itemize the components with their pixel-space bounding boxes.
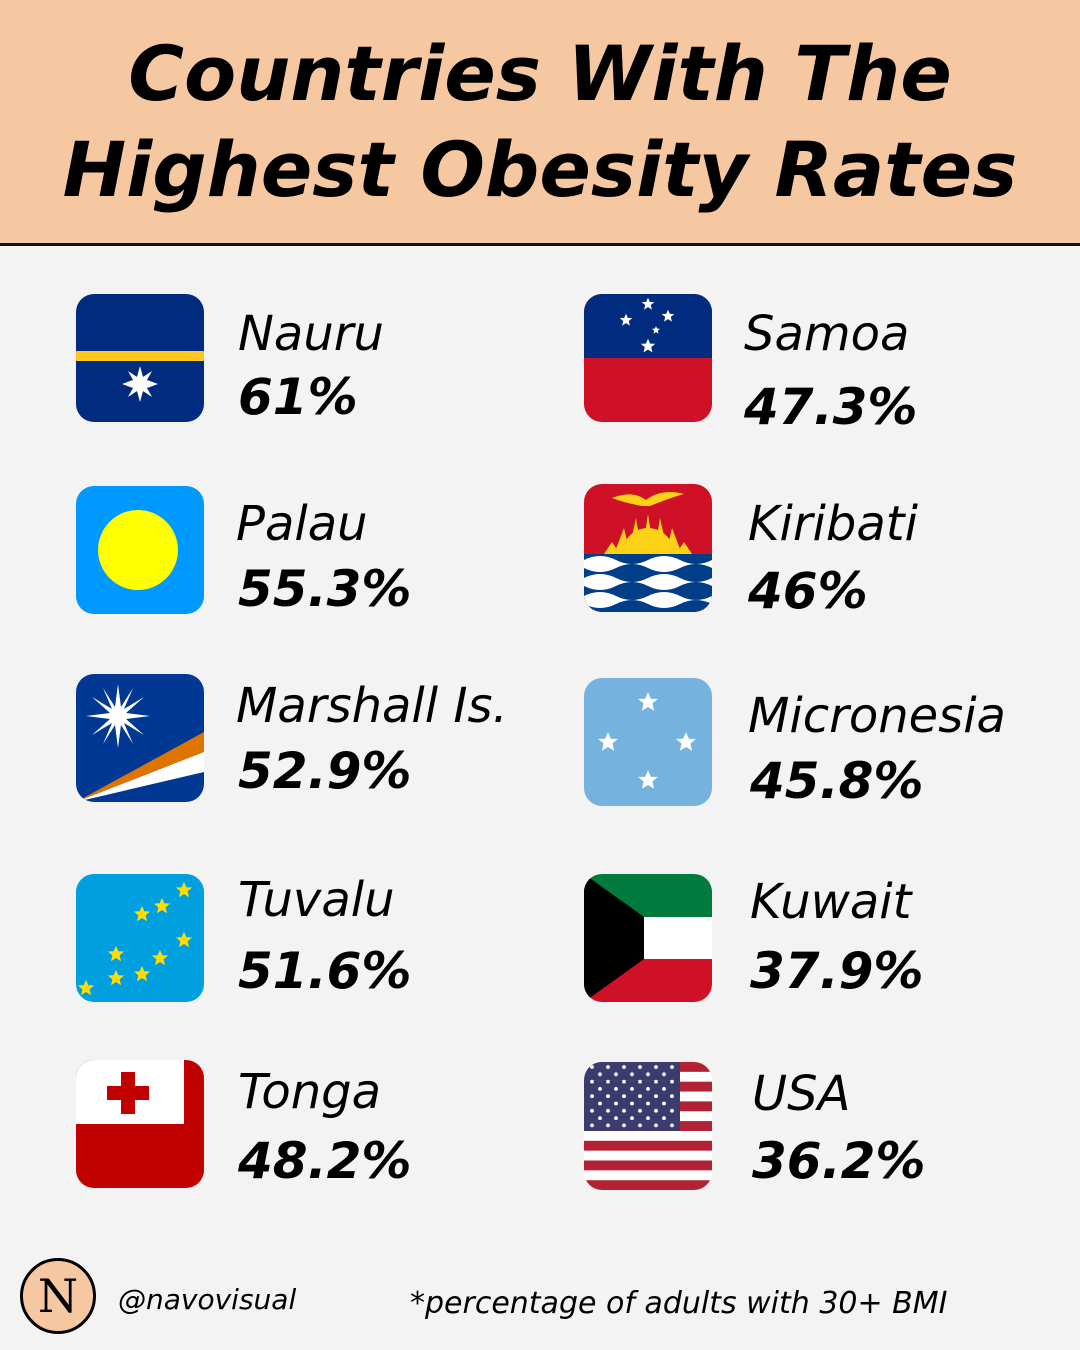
kuwait-flag-icon: [584, 874, 712, 1002]
obesity-rate: 37.9%: [750, 942, 924, 1000]
country-name: Palau: [236, 496, 368, 552]
country-name: Marshall Is.: [236, 678, 508, 734]
country-name: Kiribati: [748, 496, 918, 552]
country-name: Kuwait: [750, 874, 912, 930]
obesity-rate: 51.6%: [238, 942, 412, 1000]
obesity-rate: 52.9%: [238, 742, 412, 800]
obesity-rate: 45.8%: [750, 752, 924, 810]
navo-logo: N: [20, 1258, 96, 1334]
tonga-flag-icon: [76, 1060, 204, 1188]
obesity-rate: 61%: [238, 368, 358, 426]
obesity-rate: 48.2%: [238, 1132, 412, 1190]
marshall-islands-flag-icon: [76, 674, 204, 802]
logo-letter: N: [37, 1269, 79, 1323]
country-name: Micronesia: [748, 688, 1006, 744]
country-name: Samoa: [744, 306, 910, 362]
obesity-rate: 55.3%: [238, 560, 412, 618]
country-name: Nauru: [238, 306, 384, 362]
micronesia-flag-icon: [584, 678, 712, 806]
country-name: USA: [752, 1066, 851, 1122]
nauru-flag-icon: [76, 294, 204, 422]
kiribati-flag-icon: [584, 484, 712, 612]
usa-flag-icon: [584, 1062, 712, 1190]
country-name: Tonga: [238, 1064, 382, 1120]
title-line-2: Highest Obesity Rates: [62, 125, 1018, 214]
country-name: Tuvalu: [238, 872, 395, 928]
samoa-flag-icon: [584, 294, 712, 422]
obesity-rate: 46%: [748, 562, 868, 620]
footnote-text: *percentage of adults with 30+ BMI: [410, 1286, 948, 1321]
title-line-1: Countries With The: [128, 29, 952, 118]
header-banner: Countries With The Highest Obesity Rates: [0, 0, 1080, 246]
tuvalu-flag-icon: [76, 874, 204, 1002]
obesity-rate: 36.2%: [752, 1132, 926, 1190]
handle-text: @navovisual: [118, 1283, 297, 1316]
obesity-rate: 47.3%: [744, 378, 918, 436]
palau-flag-icon: [76, 486, 204, 614]
